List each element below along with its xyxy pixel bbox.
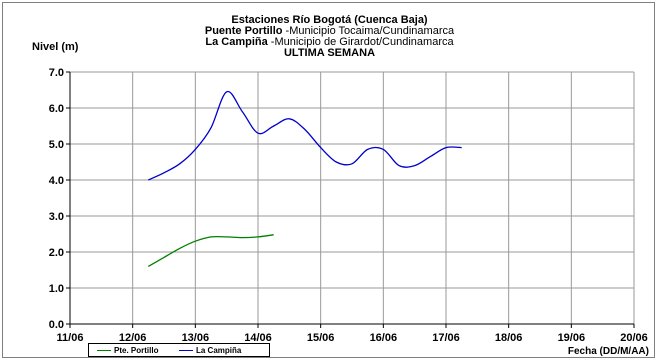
x-tick-label: 19/06 (558, 332, 586, 344)
x-tick-label: 16/06 (370, 332, 398, 344)
chart-subtitle-portillo: Puente Portillo -Municipio Tocaima/Cundi… (0, 26, 659, 37)
y-tick-label: 5.0 (49, 139, 64, 151)
legend-item-portillo: Pte. Portillo (97, 345, 158, 356)
station-name-portillo: Puente Portillo (204, 25, 283, 37)
x-axis-label: Fecha (DD/M/AA) (567, 346, 649, 357)
legend: Pte. Portillo La Campiña (88, 343, 270, 357)
y-tick-label: 2.0 (49, 247, 64, 259)
x-tick-label: 17/06 (432, 332, 460, 344)
x-tick-label: 13/06 (182, 332, 210, 344)
x-tick-label: 12/06 (119, 332, 147, 344)
chart-subtitle-campina: La Campiña -Municipio de Girardot/Cundin… (0, 37, 659, 48)
plot-area (70, 72, 634, 324)
legend-item-campina: La Campiña (179, 345, 241, 356)
legend-label-portillo: Pte. Portillo (114, 346, 159, 355)
y-axis-label: Nivel (m) (32, 41, 79, 53)
x-tick-label: 20/06 (620, 332, 648, 344)
station-name-campina: La Campiña (205, 36, 268, 48)
chart-period-label: ULTIMA SEMANA (283, 47, 376, 59)
station-location-campina: -Municipio de Girardot/Cundinamarca (267, 36, 454, 48)
legend-swatch-portillo (97, 350, 111, 351)
series-line-portillo (147, 234, 274, 267)
y-tick-label: 0.0 (49, 319, 64, 331)
y-tick-label: 1.0 (49, 283, 64, 295)
series-line-campina (148, 90, 462, 181)
legend-label-campina: La Campiña (196, 346, 242, 355)
legend-swatch-campina (179, 350, 193, 351)
y-tick-label: 6.0 (49, 103, 64, 115)
x-tick-label: 15/06 (307, 332, 335, 344)
y-tick-label: 3.0 (49, 211, 64, 223)
y-tick-label: 7.0 (49, 67, 64, 79)
x-tick-label: 18/06 (495, 332, 523, 344)
x-tick-label: 14/06 (244, 332, 272, 344)
x-tick-label: 11/06 (57, 332, 84, 344)
chart-title: Estaciones Río Bogotá (Cuenca Baja) (231, 14, 428, 26)
chart-frame (2, 2, 655, 358)
y-tick-label: 4.0 (49, 175, 64, 187)
station-location-portillo: -Municipio Tocaima/Cundinamarca (282, 25, 455, 37)
